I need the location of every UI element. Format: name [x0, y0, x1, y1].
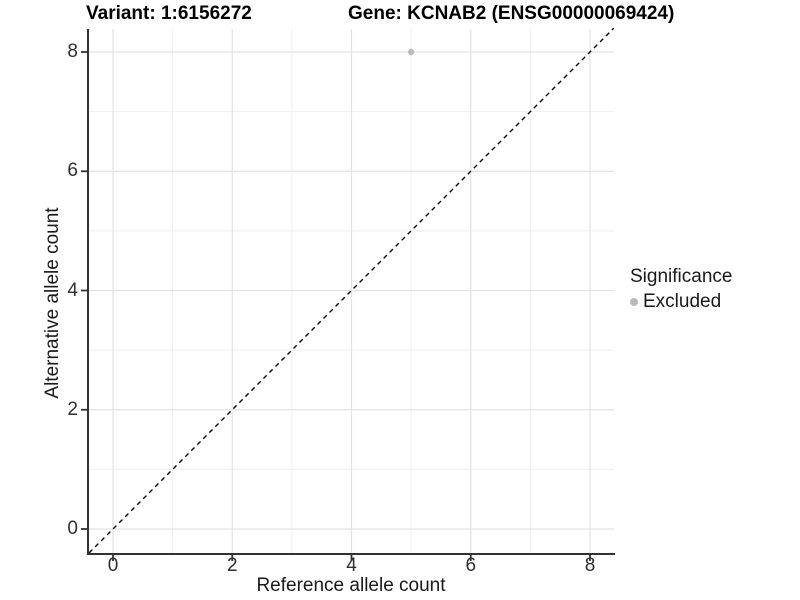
- x-tick-label: 2: [226, 555, 238, 576]
- legend-item-label: Excluded: [643, 291, 722, 312]
- y-tick-label: 4: [67, 279, 78, 301]
- x-tick-label: 6: [465, 555, 477, 576]
- legend-items: Excluded: [630, 291, 732, 313]
- x-axis-title: Reference allele count: [256, 575, 446, 596]
- legend: Significance Excluded: [630, 266, 732, 313]
- y-tick-label: 2: [67, 398, 78, 420]
- y-tick-label: 6: [67, 160, 78, 182]
- data-point-excluded: [407, 48, 415, 56]
- x-tick-label: 0: [107, 555, 119, 576]
- y-tick-label: 8: [67, 41, 78, 62]
- x-tick-label: 4: [346, 555, 357, 576]
- plot-title-gene: Gene: KCNAB2 (ENSG00000069424): [348, 3, 675, 24]
- plot-title-variant: Variant: 1:6156272: [86, 3, 252, 24]
- legend-title: Significance: [630, 266, 733, 287]
- legend-point-icon: [630, 298, 638, 306]
- x-tick-label: 8: [584, 555, 596, 576]
- y-tick-label: 0: [67, 518, 78, 539]
- legend-item: Excluded: [630, 291, 732, 313]
